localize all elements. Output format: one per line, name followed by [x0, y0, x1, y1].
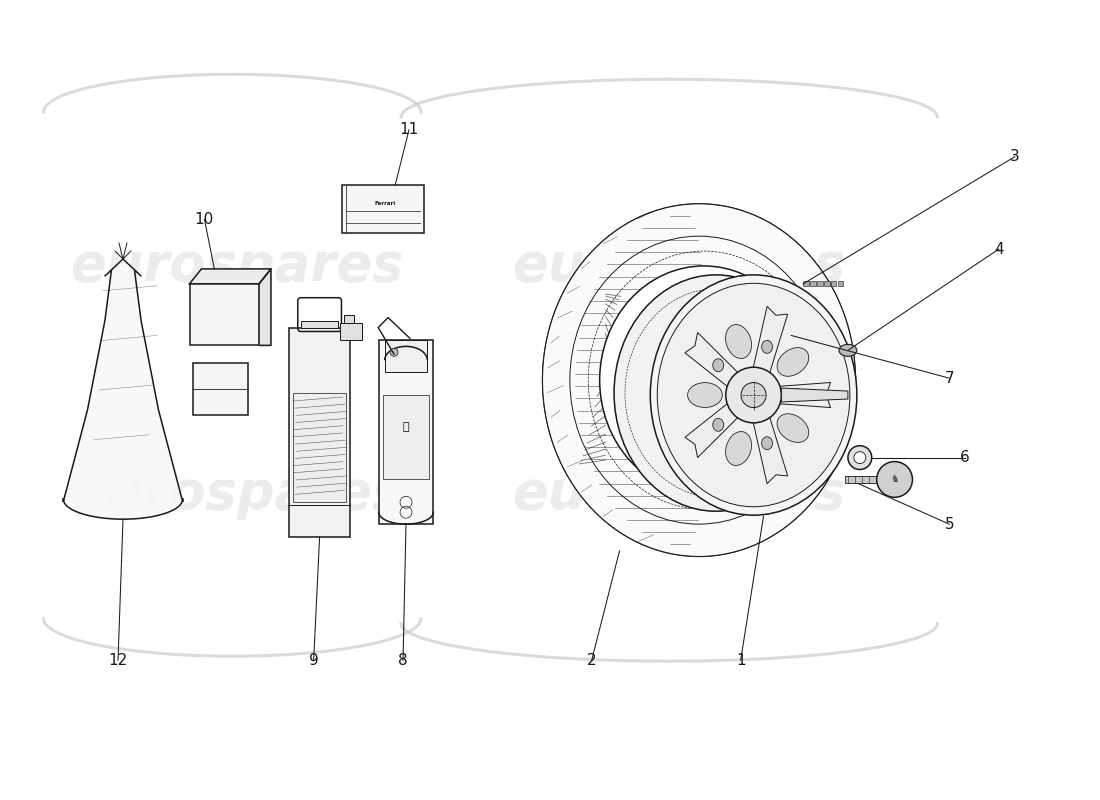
Polygon shape — [64, 266, 183, 519]
Bar — [344, 314, 354, 322]
Text: 🐦: 🐦 — [403, 422, 409, 432]
Polygon shape — [752, 306, 788, 375]
Bar — [817, 282, 823, 286]
Ellipse shape — [614, 275, 817, 511]
Bar — [378, 341, 433, 524]
Text: 2: 2 — [587, 653, 596, 668]
Ellipse shape — [713, 418, 724, 431]
Ellipse shape — [726, 431, 751, 466]
Text: 10: 10 — [195, 212, 214, 226]
Text: 4: 4 — [994, 242, 1003, 257]
Circle shape — [726, 367, 781, 423]
Bar — [383, 395, 429, 479]
Bar — [289, 329, 351, 537]
Bar — [824, 282, 829, 286]
Ellipse shape — [713, 359, 724, 372]
Text: 9: 9 — [309, 653, 319, 668]
Text: ♞: ♞ — [890, 474, 899, 485]
Text: eurospares: eurospares — [70, 468, 404, 520]
Ellipse shape — [600, 266, 808, 494]
Bar — [838, 282, 844, 286]
Ellipse shape — [688, 382, 723, 407]
Ellipse shape — [658, 283, 850, 506]
Text: 8: 8 — [398, 653, 408, 668]
Circle shape — [848, 446, 871, 470]
Ellipse shape — [777, 348, 808, 376]
Bar — [342, 186, 424, 233]
Ellipse shape — [792, 389, 803, 402]
Text: 12: 12 — [109, 653, 128, 668]
Bar — [192, 363, 249, 415]
Ellipse shape — [761, 437, 772, 450]
Text: 5: 5 — [945, 517, 954, 532]
Text: eurospares: eurospares — [513, 240, 846, 292]
Bar — [811, 282, 815, 286]
Polygon shape — [777, 382, 830, 407]
Bar — [385, 341, 428, 372]
Polygon shape — [685, 333, 739, 388]
Bar — [803, 282, 808, 286]
Ellipse shape — [570, 236, 828, 524]
Circle shape — [854, 452, 866, 463]
Ellipse shape — [761, 341, 772, 354]
Ellipse shape — [726, 325, 751, 358]
Ellipse shape — [561, 228, 836, 533]
Text: 7: 7 — [945, 370, 954, 386]
Polygon shape — [752, 414, 788, 484]
Ellipse shape — [542, 204, 856, 557]
Text: eurospares: eurospares — [513, 468, 846, 520]
Text: 1: 1 — [736, 653, 746, 668]
Text: 11: 11 — [399, 122, 419, 138]
Bar — [300, 321, 339, 329]
Text: 3: 3 — [1010, 150, 1020, 164]
Text: 6: 6 — [960, 450, 970, 465]
Polygon shape — [258, 269, 271, 346]
Polygon shape — [189, 269, 271, 284]
Bar — [189, 284, 258, 346]
Bar — [341, 322, 362, 341]
Polygon shape — [685, 402, 739, 458]
Polygon shape — [781, 388, 848, 402]
Circle shape — [390, 348, 398, 356]
Bar — [830, 282, 836, 286]
Bar — [845, 476, 887, 483]
Ellipse shape — [650, 275, 857, 515]
Ellipse shape — [839, 344, 857, 356]
Ellipse shape — [542, 204, 856, 557]
Ellipse shape — [777, 414, 808, 442]
Bar — [293, 393, 346, 502]
Circle shape — [741, 382, 766, 407]
Text: eurospares: eurospares — [70, 240, 404, 292]
Circle shape — [877, 462, 913, 498]
Text: Ferrari: Ferrari — [374, 201, 396, 206]
